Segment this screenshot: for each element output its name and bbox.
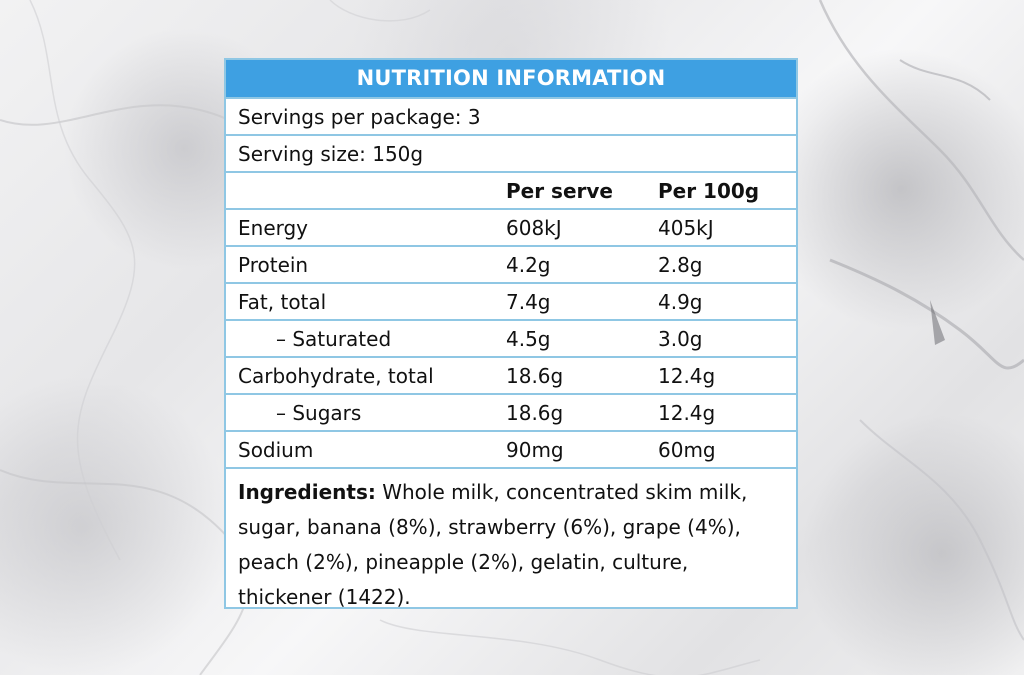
nutrient-row-carbohydrate-total: Carbohydrate, total 18.6g 12.4g [226, 356, 796, 393]
nutrient-label: Sodium [238, 437, 314, 462]
serving-size-row: Serving size: 150g [226, 134, 796, 171]
nutrient-label: – Saturated [276, 326, 392, 351]
nutrient-per-serve: 90mg [506, 437, 564, 462]
ingredients-section: Ingredients: Whole milk, concentrated sk… [226, 467, 796, 609]
column-header-per-serve: Per serve [506, 178, 613, 203]
nutrient-per-100g: 60mg [658, 437, 716, 462]
panel-title: NUTRITION INFORMATION [226, 60, 796, 97]
column-header-row: Per serve Per 100g [226, 171, 796, 208]
nutrient-label: Protein [238, 252, 309, 277]
nutrient-per-serve: 18.6g [506, 400, 564, 425]
nutrient-per-serve: 608kJ [506, 215, 562, 240]
nutrient-label: Energy [238, 215, 309, 240]
ingredients-label: Ingredients: [238, 480, 376, 504]
serving-size: Serving size: 150g [238, 141, 424, 166]
nutrient-per-100g: 4.9g [658, 289, 703, 314]
nutrition-panel: NUTRITION INFORMATION Servings per packa… [224, 58, 798, 609]
nutrient-row-sodium: Sodium 90mg 60mg [226, 430, 796, 467]
nutrient-per-100g: 12.4g [658, 363, 716, 388]
nutrient-label: Fat, total [238, 289, 327, 314]
nutrient-per-100g: 3.0g [658, 326, 703, 351]
nutrient-per-serve: 4.5g [506, 326, 551, 351]
servings-per-package-row: Servings per package: 3 [226, 97, 796, 134]
nutrient-per-100g: 405kJ [658, 215, 714, 240]
nutrient-row-energy: Energy 608kJ 405kJ [226, 208, 796, 245]
nutrient-row-fat-total: Fat, total 7.4g 4.9g [226, 282, 796, 319]
nutrient-per-100g: 12.4g [658, 400, 716, 425]
nutrient-label: Carbohydrate, total [238, 363, 434, 388]
nutrient-row-sugars: – Sugars 18.6g 12.4g [226, 393, 796, 430]
nutrient-per-serve: 18.6g [506, 363, 564, 388]
nutrient-per-serve: 4.2g [506, 252, 551, 277]
nutrient-per-serve: 7.4g [506, 289, 551, 314]
servings-per-package: Servings per package: 3 [238, 104, 481, 129]
nutrient-per-100g: 2.8g [658, 252, 703, 277]
column-header-per-100g: Per 100g [658, 178, 760, 203]
ingredients-text: Whole milk, concentrated skim milk, suga… [238, 480, 748, 609]
nutrient-label: – Sugars [276, 400, 362, 425]
nutrient-row-saturated: – Saturated 4.5g 3.0g [226, 319, 796, 356]
nutrient-row-protein: Protein 4.2g 2.8g [226, 245, 796, 282]
